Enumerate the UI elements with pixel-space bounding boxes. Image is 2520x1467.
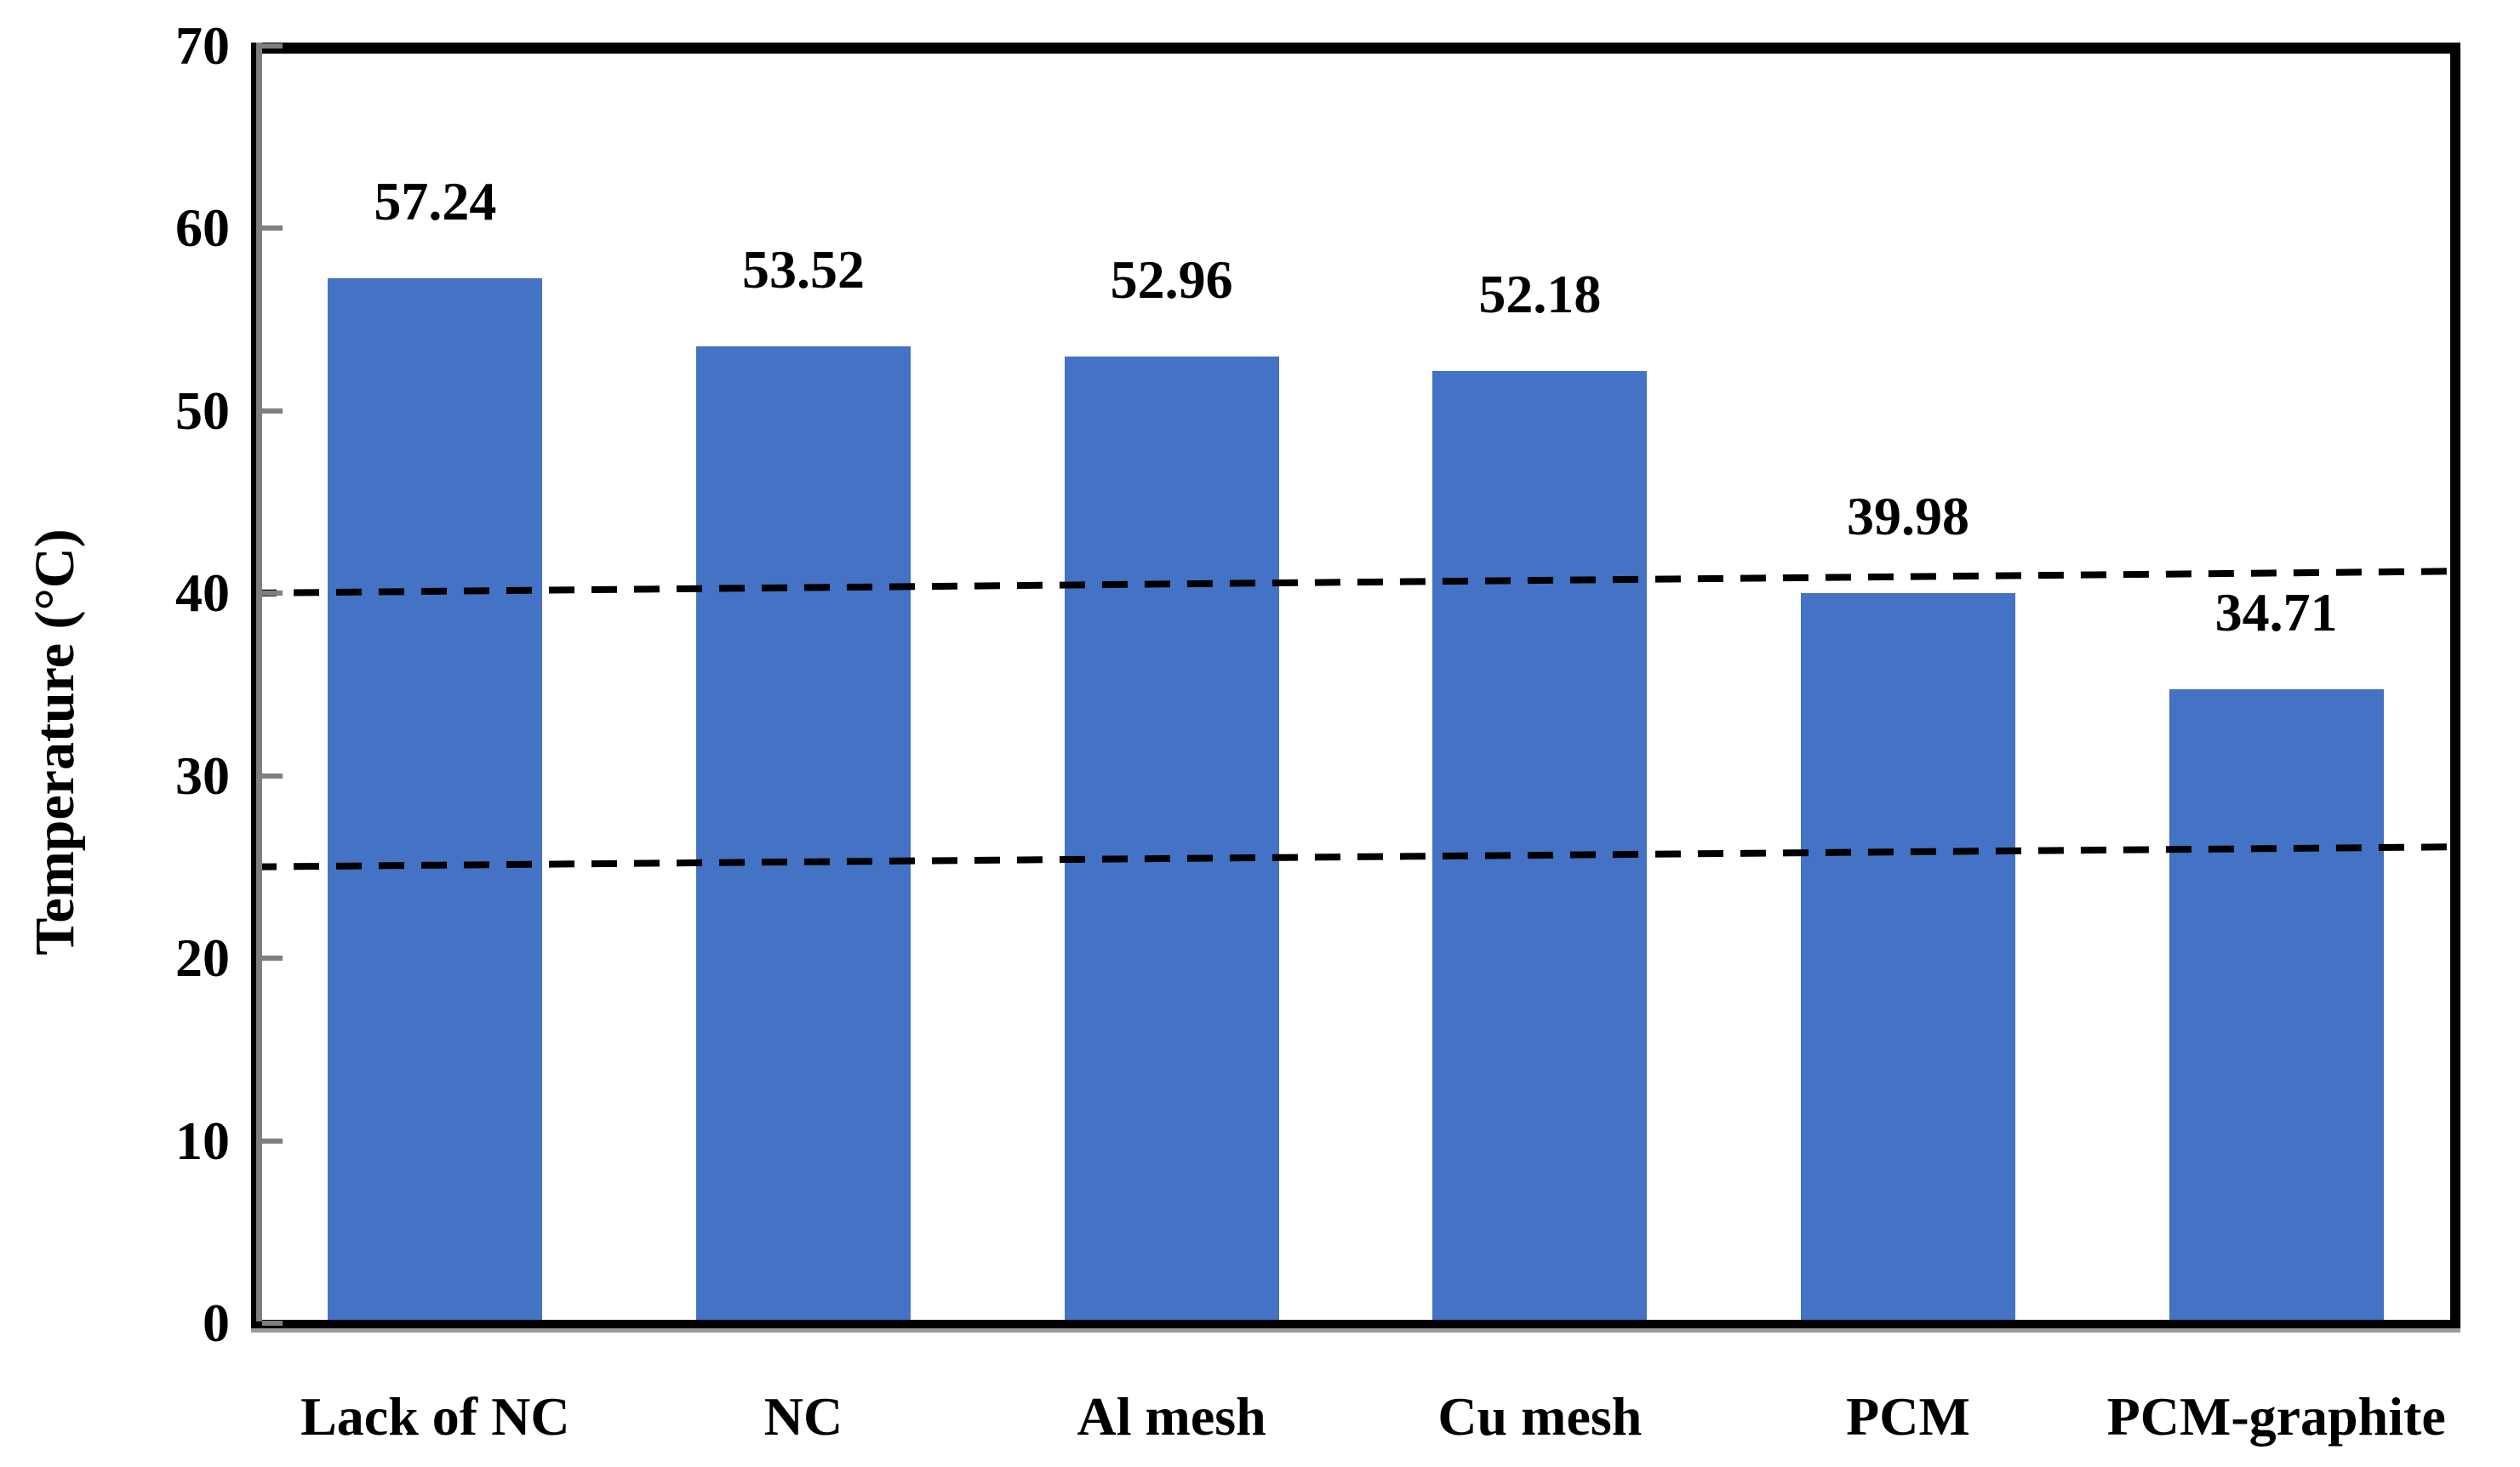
reference-lines-layer [251, 568, 2460, 870]
y-axis-line [256, 43, 262, 1321]
x-category-label-cu-mesh: Cu mesh [1437, 1386, 1643, 1447]
y-axis-title: Temperature (°C) [24, 528, 86, 956]
bar-nc [696, 345, 911, 1323]
y-tick-label-20: 20 [175, 928, 230, 988]
bar-value-label-cu-mesh: 52.18 [1478, 263, 1602, 324]
upper-dashed-line [251, 568, 2460, 597]
y-tick-mark-70 [262, 43, 283, 49]
x-category-label-nc: NC [763, 1386, 843, 1447]
y-tick-label-10: 10 [175, 1110, 230, 1171]
bar-lack-of-nc [328, 278, 543, 1323]
bar-value-label-pcm-graphite: 34.71 [2214, 582, 2338, 643]
x-category-label-al-mesh: Al mesh [1077, 1386, 1266, 1447]
lower-dashed-line [251, 843, 2460, 870]
y-tick-label-30: 30 [175, 745, 230, 806]
y-tick-mark-10 [262, 1138, 283, 1144]
y-tick-mark-20 [262, 956, 283, 961]
x-category-label-pcm-graphite: PCM-graphite [2106, 1386, 2446, 1447]
bar-pcm [1801, 593, 2015, 1323]
x-category-label-lack-of-nc: Lack of NC [300, 1386, 570, 1447]
bar-cu-mesh [1432, 370, 1648, 1323]
bar-value-label-pcm: 39.98 [1846, 486, 1969, 547]
bar-value-label-al-mesh: 52.96 [1110, 249, 1233, 310]
y-tick-label-50: 50 [175, 380, 230, 441]
y-tick-mark-30 [262, 773, 283, 779]
y-tick-label-0: 0 [203, 1293, 230, 1353]
y-tick-mark-40 [262, 591, 283, 596]
x-category-label-pcm: PCM [1846, 1386, 1970, 1447]
bar-value-label-nc: 53.52 [741, 238, 865, 300]
plot-area: 57.24 53.52 52.96 52.18 39.98 34.71 [251, 43, 2460, 1328]
y-tick-label-70: 70 [175, 14, 230, 76]
y-tick-label-60: 60 [175, 197, 230, 258]
y-tick-label-40: 40 [175, 562, 230, 623]
bar-al-mesh [1064, 357, 1279, 1323]
bar-value-label-lack-of-nc: 57.24 [374, 171, 497, 232]
y-tick-mark-60 [262, 225, 283, 231]
bar-pcm-graphite [2169, 689, 2384, 1323]
y-tick-mark-50 [262, 408, 283, 414]
y-tick-mark-0 [262, 1321, 283, 1326]
